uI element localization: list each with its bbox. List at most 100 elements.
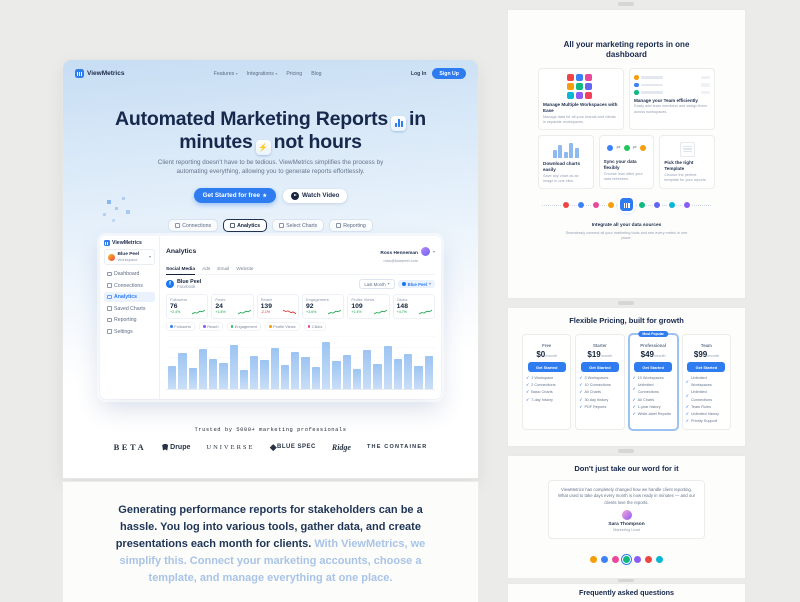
account-filter[interactable]: Blue Peel ▾	[397, 280, 435, 289]
plan-cta-button[interactable]: Get Started	[687, 362, 726, 372]
chart-bar	[229, 344, 238, 389]
chart-bar	[219, 362, 228, 389]
auth-actions: Log In Sign Up	[411, 68, 466, 79]
sync-arrow-icon: ⇄	[632, 145, 637, 152]
account-name: Blue Peel	[177, 278, 202, 285]
period-filter[interactable]: Last Month ▾	[359, 279, 395, 290]
app-icon	[566, 74, 574, 81]
heading-text: minutes	[179, 130, 253, 153]
step-select-charts[interactable]: Select Charts	[272, 219, 325, 232]
tab-email[interactable]: Email	[217, 266, 230, 272]
chart-bar	[342, 354, 351, 389]
plan-feature: ✓ Unlimited Connections	[632, 383, 659, 395]
nav-label: Integrations	[246, 70, 274, 77]
plan-feature: ✓ 2 Connections	[526, 382, 567, 389]
workspace-selector[interactable]: Blue Peel Workspace ▾	[104, 249, 155, 266]
testimonial-avatar[interactable]	[634, 556, 641, 563]
legend-label: Clicks	[311, 323, 323, 329]
login-link[interactable]: Log In	[410, 70, 427, 77]
testimonial-avatar[interactable]	[601, 556, 608, 563]
dashboard-icon	[107, 271, 112, 277]
stat-change: +1.8%	[215, 310, 226, 315]
chart-bar	[301, 357, 310, 389]
check-icon: ✓	[526, 376, 530, 380]
feature-subtext: Choose how often your data refreshes.	[603, 172, 643, 182]
analytics-bar-chart	[168, 334, 433, 389]
brand-logo[interactable]: ViewMetrics	[75, 69, 124, 78]
section-divider-pill	[618, 579, 634, 582]
plan-feature: ✓ 1-year history	[633, 404, 674, 411]
plan-feature: ✓ 3 Workspaces	[579, 375, 620, 382]
feature-card-template: Pick the right Template Choose the perfe…	[659, 135, 716, 190]
testimonial-avatar[interactable]	[612, 556, 619, 563]
logo-universe: UNIVERSE	[206, 443, 255, 451]
section-title: Flexible Pricing, built for growth	[569, 316, 684, 325]
stat-card: Clicks 148 +4.7%	[392, 293, 435, 319]
watch-video-button[interactable]: Watch Video	[282, 188, 348, 203]
landing-hero-board: ViewMetrics Features ▾ Integrations ▾ Pric…	[63, 60, 478, 478]
step-analytics[interactable]: Analytics	[223, 219, 268, 232]
team-row	[634, 82, 710, 87]
user-menu[interactable]: Ross Henneman ross@bluepeel.com ▾	[380, 240, 435, 264]
menu-connections[interactable]: Connections	[104, 281, 155, 291]
sync-icons: ⇄ ⇄	[604, 140, 650, 156]
chart-bar	[188, 368, 197, 389]
plan-name: Team	[700, 343, 712, 348]
plan-cta-button[interactable]: Get Started	[527, 362, 566, 372]
get-started-button[interactable]: Get Started for free ★	[193, 188, 276, 203]
step-label: Select Charts	[286, 222, 318, 229]
app-icon	[575, 83, 583, 90]
pricing-plan: Free $0/month Get Started ✓ 1 Workspace ✓ 2 Co…	[522, 334, 572, 431]
menu-settings[interactable]: Settings	[104, 327, 155, 337]
app-icon	[566, 83, 574, 90]
plan-feature: ✓ Team Roles	[686, 404, 727, 411]
plan-period: /month	[707, 353, 719, 358]
hero-cta-row: Get Started for free ★ Watch Video	[63, 188, 478, 203]
plan-price: $49/month	[640, 349, 666, 359]
signup-button[interactable]: Sign Up	[432, 68, 466, 79]
plan-features: ✓ 10 Workspaces ✓ Unlimited Connections ✓ All…	[633, 375, 674, 418]
chart-bar	[373, 363, 382, 389]
stat-value: 76	[170, 302, 178, 310]
shield-icon	[162, 443, 169, 451]
testimonial-avatar[interactable]	[656, 556, 663, 563]
check-icon: ✓	[685, 404, 689, 409]
plan-name: Free	[542, 343, 552, 348]
plan-feature: ✓ 1 Workspace	[526, 375, 567, 382]
dashboard-mockup: ViewMetrics Blue Peel Workspace ▾ Dashboa…	[100, 236, 441, 399]
step-reporting[interactable]: Reporting	[329, 219, 373, 232]
pixel-decoration	[112, 219, 115, 222]
app-icon	[584, 74, 592, 81]
heading-text: not hours	[273, 130, 362, 153]
nav-integrations[interactable]: Integrations ▾	[247, 71, 278, 77]
integration-icon	[684, 201, 690, 208]
integration-icon	[563, 201, 569, 208]
app-icon	[575, 92, 583, 99]
nav-blog[interactable]: Blog	[311, 71, 321, 77]
plan-feature: ✓ Unlimited Workspaces	[685, 376, 712, 388]
tab-social-media[interactable]: Social Media	[166, 267, 196, 275]
menu-reporting[interactable]: Reporting	[104, 315, 155, 325]
plan-name: Starter	[592, 343, 607, 348]
testimonial-avatar[interactable]	[645, 556, 652, 563]
tab-website[interactable]: Website	[236, 266, 254, 272]
nav-features[interactable]: Features ▾	[214, 71, 238, 77]
plan-cta-button[interactable]: Get Started	[580, 362, 619, 372]
testimonial-avatar[interactable]	[590, 556, 597, 563]
plan-cta-button[interactable]: Get Started	[634, 362, 673, 372]
step-connections[interactable]: Connections	[168, 219, 219, 232]
plan-feature: ✓ Basic Charts	[526, 389, 567, 396]
testimonial-avatar[interactable]	[623, 556, 630, 563]
tab-ads[interactable]: Ads	[202, 266, 211, 272]
plan-name: Professional	[640, 343, 667, 348]
menu-saved-charts[interactable]: Saved Charts	[104, 304, 155, 314]
legend-label: Reach	[207, 323, 219, 329]
chart-bar	[404, 353, 413, 389]
menu-analytics[interactable]: Analytics	[104, 292, 155, 303]
legend-label: Profile Views	[273, 323, 296, 329]
check-icon: ✓	[632, 386, 636, 391]
menu-dashboard[interactable]: Dashboard	[104, 269, 155, 279]
nav-pricing[interactable]: Pricing	[286, 71, 302, 77]
text-placeholder	[641, 76, 663, 79]
legend-item: Followers	[166, 321, 195, 331]
